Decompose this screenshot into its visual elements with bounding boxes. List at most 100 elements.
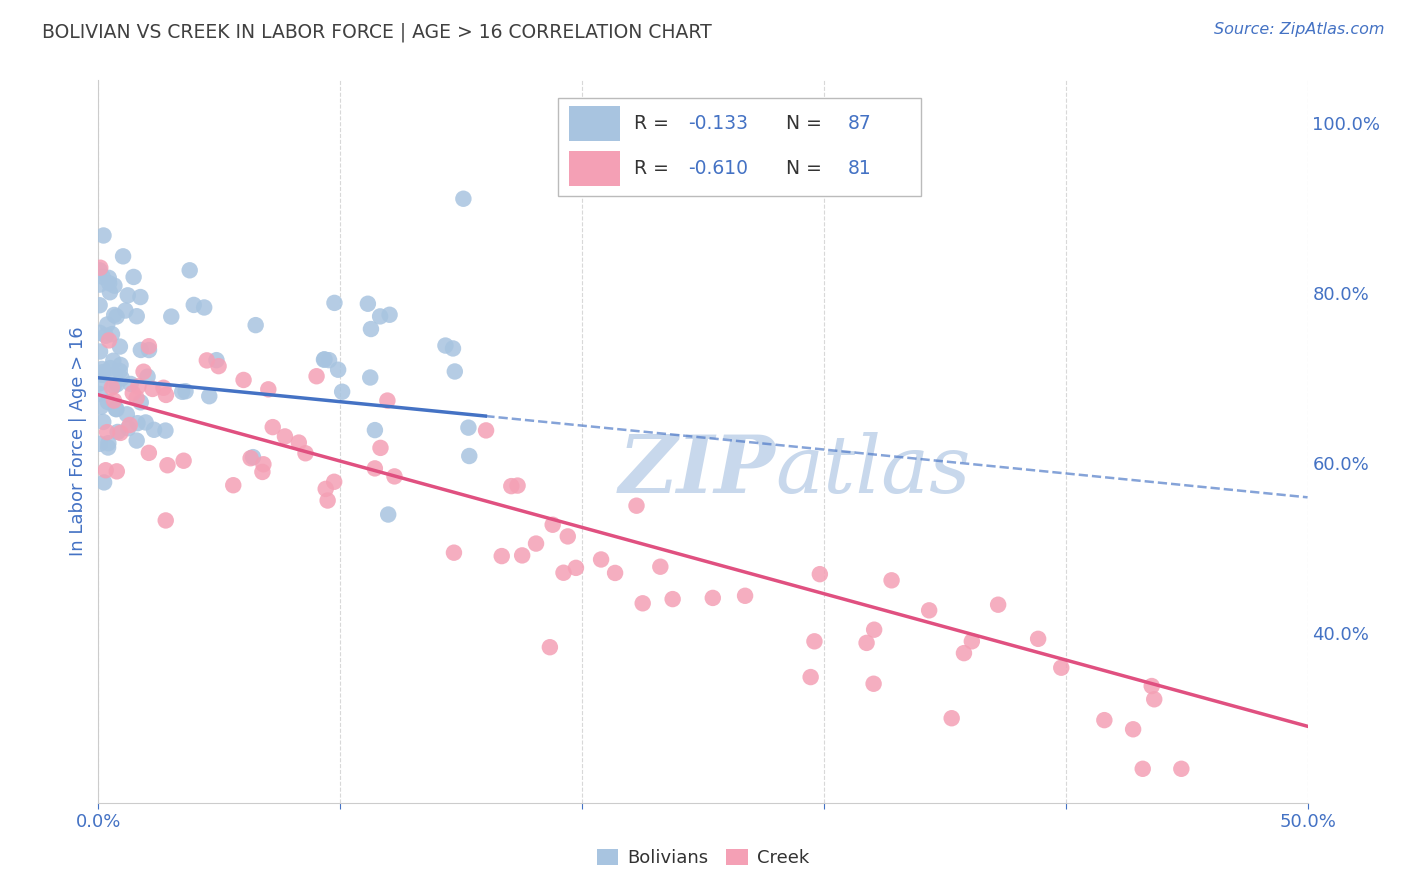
Point xyxy=(1170,762,1192,776)
Point xyxy=(90,400,112,414)
Point xyxy=(155,388,177,402)
Point xyxy=(110,358,132,372)
Legend: Bolivians, Creek: Bolivians, Creek xyxy=(589,841,817,874)
Point xyxy=(316,493,339,508)
Point xyxy=(105,402,128,417)
Point xyxy=(98,285,121,300)
Point xyxy=(274,429,297,443)
Point xyxy=(557,529,579,543)
Point xyxy=(475,424,498,438)
Point xyxy=(661,592,683,607)
Point xyxy=(252,457,274,471)
Point xyxy=(89,387,111,401)
Point xyxy=(1092,713,1115,727)
Point xyxy=(359,370,381,384)
Point xyxy=(135,416,157,430)
Point xyxy=(98,277,121,291)
Point xyxy=(89,436,111,450)
Point xyxy=(294,446,316,460)
Point xyxy=(222,478,245,492)
Point xyxy=(541,517,564,532)
Point xyxy=(97,395,120,409)
Point xyxy=(183,298,205,312)
Point xyxy=(312,352,335,367)
Point xyxy=(918,603,941,617)
Point xyxy=(125,391,148,405)
Y-axis label: In Labor Force | Age > 16: In Labor Force | Age > 16 xyxy=(69,326,87,557)
Point xyxy=(987,598,1010,612)
Point xyxy=(257,382,280,396)
Point xyxy=(434,338,457,352)
Point xyxy=(198,389,221,403)
Point xyxy=(103,353,125,368)
Point xyxy=(125,434,148,448)
Point xyxy=(127,416,149,430)
Point xyxy=(953,646,976,660)
Point xyxy=(305,369,328,384)
Point xyxy=(90,362,112,376)
Point xyxy=(631,596,654,610)
Point xyxy=(941,711,963,725)
Point xyxy=(457,420,479,434)
Point xyxy=(443,546,465,560)
Point xyxy=(364,461,387,475)
Point xyxy=(1132,762,1154,776)
Point xyxy=(862,677,884,691)
Text: BOLIVIAN VS CREEK IN LABOR FORCE | AGE > 16 CORRELATION CHART: BOLIVIAN VS CREEK IN LABOR FORCE | AGE >… xyxy=(42,22,711,42)
Point xyxy=(626,499,648,513)
Point xyxy=(1140,679,1163,693)
Point xyxy=(808,567,831,582)
Point xyxy=(855,636,877,650)
Point xyxy=(315,482,337,496)
Point xyxy=(136,369,159,384)
Point xyxy=(179,263,201,277)
Point xyxy=(101,380,124,394)
Point xyxy=(160,310,183,324)
Point xyxy=(132,365,155,379)
Point xyxy=(565,561,588,575)
Point xyxy=(89,344,111,359)
Point xyxy=(101,327,124,342)
Point xyxy=(105,377,128,392)
Point xyxy=(156,458,179,473)
Point xyxy=(96,318,118,332)
Point xyxy=(94,463,117,477)
Point xyxy=(1122,723,1144,737)
Point xyxy=(378,308,401,322)
Point xyxy=(89,376,111,391)
Point xyxy=(318,353,340,368)
Point xyxy=(377,393,399,408)
Point xyxy=(108,340,131,354)
Point xyxy=(91,368,114,382)
Point xyxy=(89,263,111,277)
Point xyxy=(89,277,111,292)
Point xyxy=(103,393,125,408)
Point xyxy=(93,475,115,490)
Point xyxy=(114,303,136,318)
Point xyxy=(174,384,197,399)
Point xyxy=(129,343,152,357)
Point xyxy=(501,479,523,493)
Point xyxy=(98,361,121,376)
Point xyxy=(803,634,825,648)
Point xyxy=(800,670,823,684)
Point xyxy=(1143,692,1166,706)
Point xyxy=(94,328,117,343)
Point xyxy=(107,425,129,439)
Point xyxy=(117,288,139,302)
Point xyxy=(142,382,165,396)
Point xyxy=(103,379,125,393)
Point xyxy=(524,536,547,550)
Point xyxy=(553,566,575,580)
Point xyxy=(384,469,406,483)
Point xyxy=(122,269,145,284)
Point xyxy=(458,449,481,463)
Point xyxy=(155,424,177,438)
Text: atlas: atlas xyxy=(776,432,972,509)
Text: ZIP: ZIP xyxy=(619,432,776,509)
Point xyxy=(195,353,218,368)
Point xyxy=(173,454,195,468)
Point xyxy=(242,450,264,464)
Point xyxy=(323,296,346,310)
Point xyxy=(863,623,886,637)
